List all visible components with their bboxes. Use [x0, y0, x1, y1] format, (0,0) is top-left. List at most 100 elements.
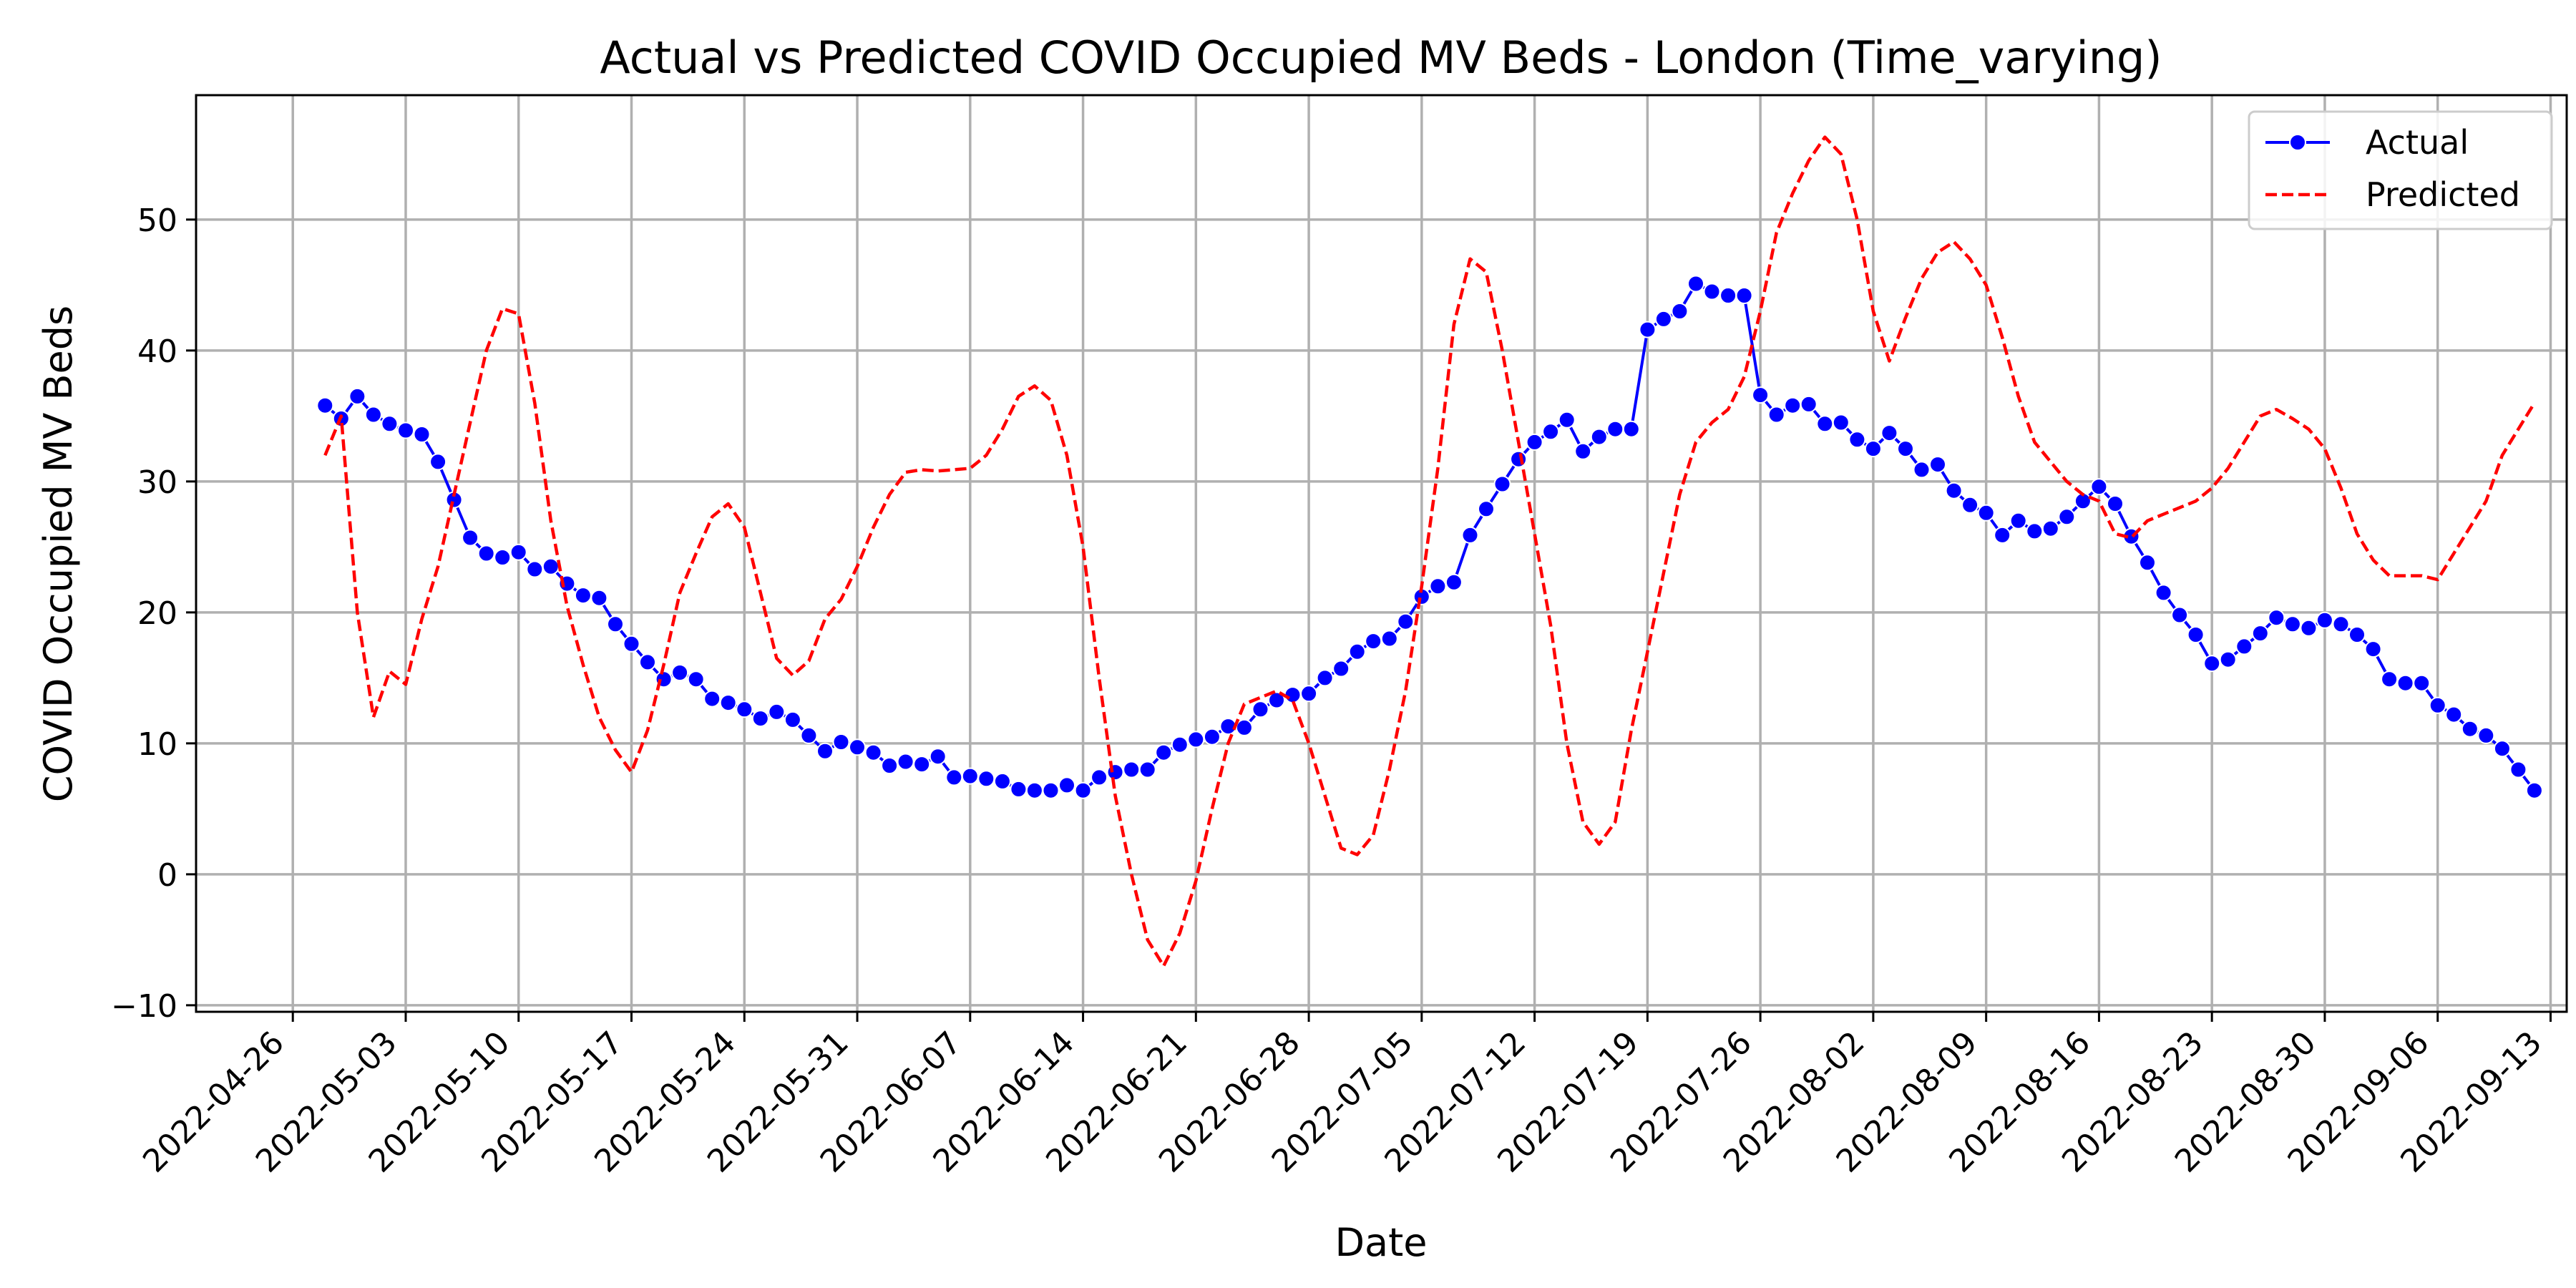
series-actual-point	[2090, 478, 2108, 496]
series-actual-point	[1542, 423, 1560, 441]
series-actual-point	[413, 426, 431, 443]
series-actual-point	[2300, 619, 2318, 637]
series-actual-point	[816, 742, 834, 760]
series-actual-point	[2235, 638, 2253, 655]
series-actual-point	[1961, 496, 1979, 514]
y-tick-label: 30	[137, 464, 177, 501]
series-actual-point	[1913, 461, 1931, 479]
series-actual-point	[768, 703, 786, 721]
series-actual-point	[1510, 450, 1528, 468]
legend-actual-label: Actual	[2366, 123, 2469, 162]
series-actual-point	[1235, 718, 1253, 736]
series-actual-point	[849, 738, 866, 756]
series-actual-point	[1832, 414, 1850, 431]
series-actual-point	[993, 772, 1011, 790]
series-actual-point	[719, 694, 737, 712]
series-actual-point	[687, 670, 705, 688]
y-tick-label: 40	[137, 333, 177, 370]
series-actual-point	[1010, 780, 1028, 798]
series-actual-point	[751, 710, 769, 728]
series-actual-point	[1977, 504, 1995, 522]
series-actual-point	[1816, 415, 1834, 433]
series-actual-point	[2493, 740, 2511, 758]
series-actual-point	[1526, 433, 1543, 451]
series-actual-point	[526, 560, 544, 578]
series-actual-point	[1074, 781, 1092, 799]
series-actual-point	[671, 664, 689, 681]
series-actual-point	[929, 748, 947, 766]
series-actual-point	[1880, 424, 1898, 442]
series-actual-point	[2171, 606, 2189, 624]
series-actual-point	[397, 421, 414, 439]
series-actual-point	[1380, 630, 1398, 648]
series-actual-point	[1590, 428, 1608, 446]
series-actual-point	[2251, 625, 2269, 643]
y-tick-label: 0	[157, 857, 177, 894]
series-actual-point	[639, 653, 656, 671]
series-actual-point	[1300, 685, 1318, 703]
series-actual-point	[1348, 643, 1366, 660]
series-actual-point	[477, 545, 495, 562]
series-actual-point	[1558, 411, 1576, 429]
series-actual-point	[1478, 500, 1495, 518]
series-actual-point	[864, 743, 882, 761]
series-actual-point	[2009, 512, 2027, 530]
y-tick-label: 50	[137, 203, 177, 239]
series-actual-point	[348, 387, 366, 405]
series-actual-point	[1752, 386, 1770, 404]
series-actual-point	[316, 396, 334, 414]
series-actual-point	[2477, 726, 2495, 744]
series-actual-point	[1429, 577, 1447, 595]
series-predicted-line	[323, 135, 2536, 968]
plot-area-frame	[195, 94, 2568, 1013]
series-actual-point	[494, 549, 512, 566]
series-actual-point	[1767, 406, 1785, 424]
series-actual-point	[2509, 761, 2527, 779]
series-actual-point	[2058, 508, 2076, 526]
x-axis-label: Date	[1335, 1220, 1427, 1265]
series-actual-point	[1574, 442, 1592, 460]
series-actual-point	[1091, 769, 1108, 786]
series-actual-point	[800, 726, 818, 744]
series-actual-point	[1025, 781, 1043, 799]
series-actual-point	[832, 733, 850, 751]
series-actual-point	[2107, 495, 2124, 512]
series-actual-point	[1171, 736, 1189, 753]
series-actual-point	[1606, 420, 1624, 438]
y-tick-label: 20	[137, 595, 177, 632]
series-actual-point	[736, 701, 753, 718]
series-actual-point	[2026, 522, 2044, 540]
series-actual-point	[2316, 611, 2333, 629]
series-actual-point	[1397, 613, 1415, 630]
series-actual-point	[1639, 321, 1657, 338]
series-actual-point	[961, 767, 979, 785]
chart-title: Actual vs Predicted COVID Occupied MV Be…	[600, 31, 2162, 84]
series-actual-point	[977, 770, 995, 788]
series-actual-point	[913, 756, 931, 774]
series-actual-point	[2364, 640, 2382, 658]
series-actual-point	[2525, 781, 2543, 799]
series-actual-point	[1316, 669, 1334, 687]
series-layer	[316, 135, 2543, 968]
series-actual-point	[897, 753, 914, 771]
series-actual-point	[1284, 686, 1302, 704]
series-actual-point	[1203, 728, 1221, 746]
series-actual-point	[2413, 674, 2431, 692]
series-actual-point	[1365, 633, 1382, 650]
series-actual-point	[2268, 609, 2285, 627]
series-actual-point	[1848, 431, 1866, 449]
series-actual-point	[2381, 670, 2399, 688]
series-actual-point	[1252, 701, 1269, 718]
series-actual-point	[2332, 615, 2350, 633]
series-actual-point	[1332, 660, 1350, 678]
series-actual-point	[1042, 781, 1060, 799]
series-actual-point	[2429, 696, 2446, 714]
y-tick-label: −10	[111, 988, 177, 1025]
series-actual-point	[1687, 275, 1704, 293]
series-actual-point	[703, 690, 721, 708]
series-actual-point	[1929, 456, 1946, 474]
series-actual-point	[1897, 440, 1914, 458]
series-actual-point	[429, 453, 447, 471]
y-tick-label: 10	[137, 726, 177, 763]
